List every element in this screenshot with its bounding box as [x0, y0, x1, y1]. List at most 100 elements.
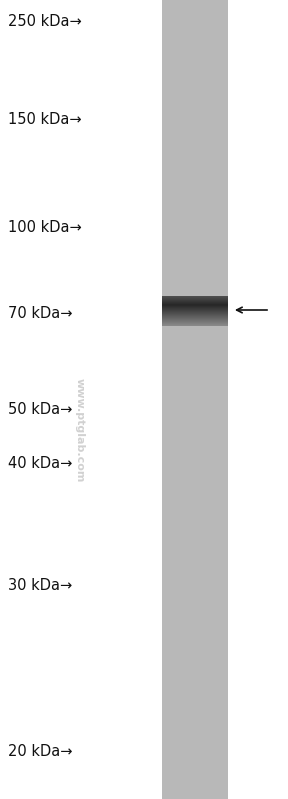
Bar	[162, 745, 228, 751]
Bar	[162, 591, 228, 597]
Bar	[162, 485, 228, 490]
Bar	[162, 117, 228, 122]
Bar	[162, 447, 228, 453]
Bar	[162, 133, 228, 138]
Bar	[162, 325, 228, 326]
Bar	[162, 293, 228, 298]
Bar	[162, 64, 228, 70]
Bar	[162, 80, 228, 85]
Bar	[162, 320, 228, 321]
Bar	[162, 176, 228, 181]
Bar	[162, 319, 228, 320]
Bar	[162, 272, 228, 277]
Text: 50 kDa→: 50 kDa→	[8, 403, 72, 418]
Bar	[162, 421, 228, 426]
Bar	[162, 495, 228, 501]
Bar	[162, 261, 228, 266]
Bar	[162, 655, 228, 661]
Bar	[162, 305, 228, 306]
Bar	[162, 0, 228, 799]
Bar	[162, 312, 228, 314]
Bar	[162, 761, 228, 767]
Bar	[162, 709, 228, 714]
Bar	[162, 789, 228, 793]
Bar	[162, 777, 228, 783]
Bar	[162, 389, 228, 394]
Bar	[162, 296, 228, 297]
Bar	[162, 303, 228, 304]
Bar	[162, 160, 228, 165]
Bar	[162, 330, 228, 336]
Bar	[162, 725, 228, 729]
Bar	[162, 506, 228, 511]
Bar	[162, 122, 228, 128]
Bar	[162, 245, 228, 250]
Bar	[162, 112, 228, 117]
Bar	[162, 543, 228, 549]
Bar	[162, 302, 228, 304]
Bar	[162, 85, 228, 90]
Bar	[162, 490, 228, 495]
Bar	[162, 314, 228, 315]
Bar	[162, 469, 228, 474]
Bar	[162, 0, 228, 6]
Bar	[162, 431, 228, 437]
Bar	[162, 165, 228, 170]
Bar	[162, 234, 228, 240]
Bar	[162, 586, 228, 591]
Bar	[162, 415, 228, 421]
Bar	[162, 479, 228, 485]
Bar	[162, 741, 228, 745]
Bar	[162, 320, 228, 325]
Bar	[162, 6, 228, 10]
Bar	[162, 437, 228, 442]
Bar	[162, 565, 228, 570]
Bar	[162, 373, 228, 378]
Text: 40 kDa→: 40 kDa→	[8, 456, 72, 471]
Bar	[162, 501, 228, 506]
Bar	[162, 341, 228, 346]
Bar	[162, 671, 228, 677]
Bar	[162, 767, 228, 773]
Bar	[162, 549, 228, 554]
Bar	[162, 693, 228, 698]
Bar	[162, 58, 228, 64]
Bar	[162, 312, 228, 313]
Bar	[162, 314, 228, 315]
Bar	[162, 297, 228, 298]
Bar	[162, 317, 228, 318]
Bar	[162, 186, 228, 192]
Bar	[162, 288, 228, 293]
Bar	[162, 301, 228, 302]
Bar	[162, 426, 228, 431]
Bar	[162, 138, 228, 144]
Bar	[162, 48, 228, 54]
Bar	[162, 282, 228, 288]
Bar	[162, 308, 228, 310]
Bar	[162, 522, 228, 527]
Bar	[162, 405, 228, 410]
Text: 70 kDa→: 70 kDa→	[8, 305, 73, 320]
Bar	[162, 729, 228, 735]
Bar	[162, 703, 228, 709]
Bar	[162, 597, 228, 602]
Bar	[162, 240, 228, 245]
Bar	[162, 581, 228, 586]
Bar	[162, 538, 228, 543]
Text: www.ptglab.com: www.ptglab.com	[75, 378, 85, 482]
Bar	[162, 301, 228, 302]
Bar	[162, 735, 228, 741]
Text: 100 kDa→: 100 kDa→	[8, 221, 82, 236]
Bar	[162, 666, 228, 671]
Bar	[162, 629, 228, 634]
Bar	[162, 453, 228, 458]
Bar	[162, 773, 228, 777]
Bar	[162, 613, 228, 618]
Bar	[162, 607, 228, 613]
Bar	[162, 202, 228, 208]
Bar	[162, 218, 228, 224]
Bar	[162, 618, 228, 623]
Bar	[162, 378, 228, 384]
Bar	[162, 687, 228, 693]
Text: 30 kDa→: 30 kDa→	[8, 578, 72, 593]
